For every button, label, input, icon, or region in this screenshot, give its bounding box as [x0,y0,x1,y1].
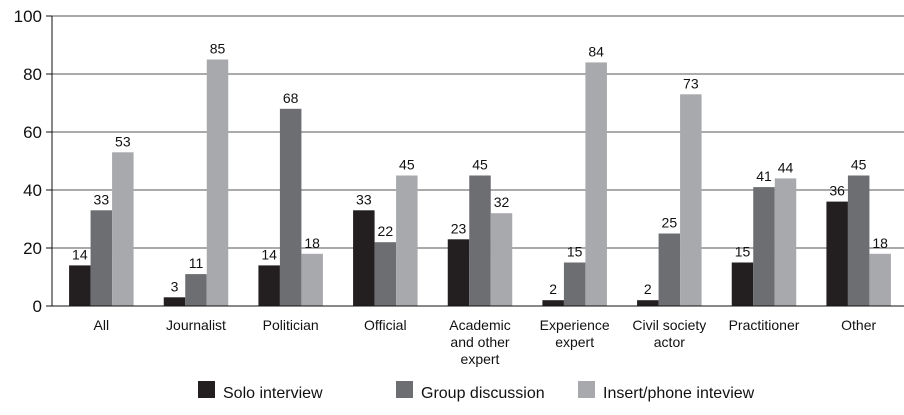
x-category-label-line: expert [461,351,500,367]
data-label: 45 [472,157,488,173]
bar-group-discussion [374,242,397,306]
x-category-label: Civil society actor [632,317,706,350]
bar-insert-phone-inteview [585,62,607,307]
bars: 14 33 53 3 11 85 14 68 18 33 22 45 23 45 32 2 15 84 2 25 73 1… [69,41,891,307]
x-category-label-line: Politician [263,317,319,333]
x-category-label-line: Practitioner [729,317,800,333]
data-label: 15 [735,244,751,260]
data-label: 41 [756,168,772,184]
bar-group-discussion [90,210,113,306]
data-label: 11 [189,255,204,271]
data-label: 18 [872,235,888,251]
x-category-label-line: All [94,317,110,333]
x-category-label: Experience expert [540,317,610,350]
y-tick-label: 100 [14,7,42,26]
legend-swatch-group-discussion [396,381,413,398]
bar-group-discussion [847,175,870,306]
bar-solo-interview [69,265,91,306]
data-label: 18 [304,235,320,251]
x-category-label: Practitioner [729,317,800,333]
bar-group-discussion [563,262,586,306]
x-category-label: Academic and other expert [449,317,510,367]
data-label: 45 [399,157,415,173]
data-label: 33 [356,191,372,207]
bar-solo-interview [447,239,470,306]
y-tick-label: 0 [33,297,42,316]
x-category-label-line: expert [555,334,594,350]
data-label: 73 [683,75,699,91]
x-category-label-line: Other [841,317,876,333]
x-category-label: Politician [263,317,319,333]
data-label: 3 [171,278,179,294]
bar-insert-phone-inteview [490,213,513,306]
bar-solo-interview [258,265,280,306]
bar-insert-phone-inteview [774,178,797,306]
x-category-label-line: Experience [540,317,610,333]
data-label: 22 [378,223,394,239]
x-category-label: Journalist [166,317,226,333]
x-category-label: Other [841,317,876,333]
bar-insert-phone-inteview [206,59,229,306]
data-label: 68 [283,90,299,106]
bar-solo-interview [826,201,848,306]
bar-solo-interview [542,300,564,306]
bar-group-discussion [658,233,681,306]
x-category-label-line: Journalist [166,317,226,333]
y-tick-label: 20 [23,239,42,258]
data-label: 85 [210,41,226,57]
x-category-label: Official [364,317,407,333]
y-axis: 0 20 40 60 80 100 [14,7,53,316]
bar-group-discussion [753,187,775,306]
legend-label: Insert/phone inteview [603,385,755,402]
x-category-label-line: Academic [449,317,510,333]
data-label: 53 [115,133,131,149]
x-category-label-line: Official [364,317,407,333]
x-category-label-line: actor [654,334,685,350]
legend: Solo interview Group discussion Insert/pho… [198,381,755,402]
bar-group-discussion [469,175,491,306]
x-axis: All Journalist Politician Official Academic a… [52,305,904,367]
data-label: 36 [829,183,845,199]
data-label: 32 [494,194,510,210]
bar-insert-phone-inteview [396,175,418,306]
data-label: 84 [588,43,604,59]
data-label: 15 [567,244,583,260]
bar-group-discussion [279,108,302,306]
data-label: 23 [451,220,467,236]
data-label: 2 [549,281,557,297]
x-category-label-line: and other [450,334,509,350]
bar-solo-interview [353,210,375,306]
y-tick-label: 80 [23,65,42,84]
data-label: 44 [778,159,794,175]
data-label: 14 [261,246,277,262]
y-tick-label: 40 [23,181,42,200]
legend-label: Solo interview [223,385,323,402]
bar-insert-phone-inteview [112,152,134,306]
data-label: 33 [94,191,110,207]
data-label: 14 [72,246,88,262]
x-category-label-line: Civil society [632,317,706,333]
bar-insert-phone-inteview [301,253,323,306]
bar-insert-phone-inteview [869,253,891,306]
data-label: 25 [662,215,678,231]
y-tick-label: 60 [23,123,42,142]
x-category-label: All [94,317,110,333]
legend-swatch-insert-phone-inteview [578,381,595,398]
bar-group-discussion [185,274,207,306]
legend-swatch-solo-interview [198,381,215,398]
bar-solo-interview [163,297,186,306]
bar-insert-phone-inteview [680,94,702,306]
bar-solo-interview [637,300,659,306]
bar-solo-interview [731,262,754,306]
data-label: 2 [644,281,652,297]
legend-label: Group discussion [421,385,545,402]
data-label: 45 [851,157,867,173]
